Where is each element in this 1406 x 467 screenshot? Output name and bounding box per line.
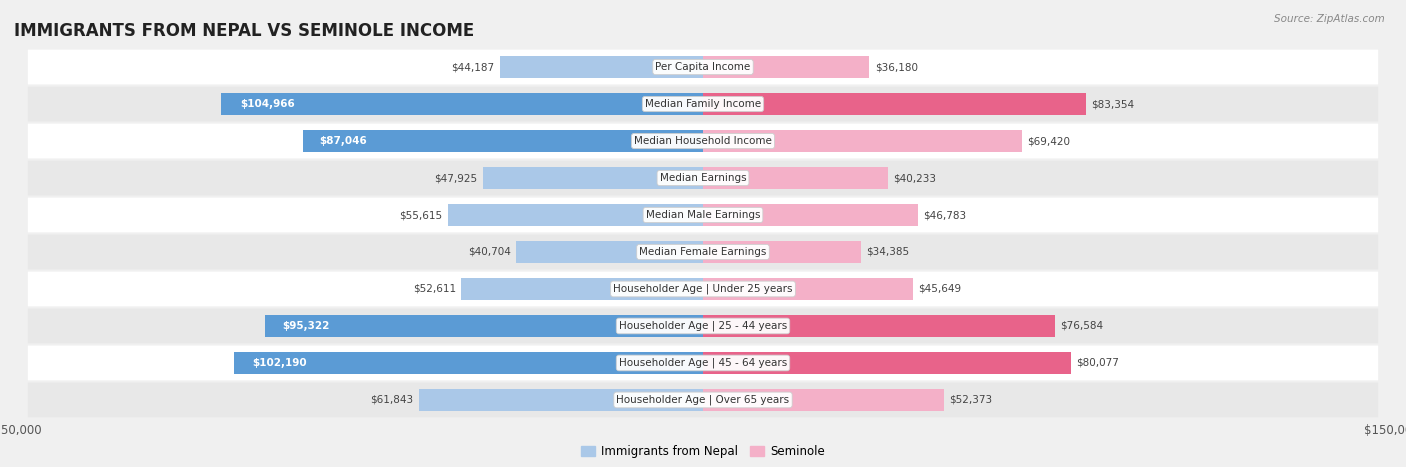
Bar — [703, 241, 860, 263]
Text: $69,420: $69,420 — [1028, 136, 1070, 146]
Text: Per Capita Income: Per Capita Income — [655, 62, 751, 72]
Bar — [703, 204, 918, 226]
FancyBboxPatch shape — [28, 161, 1378, 195]
Bar — [419, 389, 703, 410]
FancyBboxPatch shape — [28, 234, 1378, 269]
Text: $47,925: $47,925 — [434, 173, 478, 183]
Legend: Immigrants from Nepal, Seminole: Immigrants from Nepal, Seminole — [576, 440, 830, 463]
Text: Median Family Income: Median Family Income — [645, 99, 761, 109]
Text: Householder Age | Under 25 years: Householder Age | Under 25 years — [613, 284, 793, 294]
Bar — [233, 352, 703, 374]
Text: Median Household Income: Median Household Income — [634, 136, 772, 146]
Bar — [703, 93, 1085, 115]
Text: $52,611: $52,611 — [413, 284, 456, 294]
Text: $44,187: $44,187 — [451, 62, 495, 72]
Text: $55,615: $55,615 — [399, 210, 441, 220]
Bar — [221, 93, 703, 115]
Bar — [482, 167, 703, 189]
Text: $40,233: $40,233 — [893, 173, 936, 183]
Text: $34,385: $34,385 — [866, 247, 910, 257]
Text: $40,704: $40,704 — [468, 247, 510, 257]
Text: Householder Age | 25 - 44 years: Householder Age | 25 - 44 years — [619, 321, 787, 331]
Bar — [703, 130, 1022, 152]
FancyBboxPatch shape — [28, 87, 1378, 121]
Bar — [703, 352, 1071, 374]
Bar — [703, 315, 1054, 337]
Bar — [703, 167, 887, 189]
FancyBboxPatch shape — [28, 309, 1378, 343]
Text: IMMIGRANTS FROM NEPAL VS SEMINOLE INCOME: IMMIGRANTS FROM NEPAL VS SEMINOLE INCOME — [14, 21, 474, 40]
FancyBboxPatch shape — [28, 346, 1378, 380]
Text: $52,373: $52,373 — [949, 395, 993, 405]
Bar — [461, 278, 703, 300]
Bar — [266, 315, 703, 337]
FancyBboxPatch shape — [28, 50, 1378, 85]
FancyBboxPatch shape — [28, 198, 1378, 233]
Bar — [516, 241, 703, 263]
FancyBboxPatch shape — [28, 124, 1378, 158]
Text: $95,322: $95,322 — [283, 321, 330, 331]
Text: Median Earnings: Median Earnings — [659, 173, 747, 183]
Text: $104,966: $104,966 — [240, 99, 295, 109]
Text: $45,649: $45,649 — [918, 284, 962, 294]
Text: $102,190: $102,190 — [253, 358, 307, 368]
Text: $83,354: $83,354 — [1091, 99, 1135, 109]
FancyBboxPatch shape — [28, 272, 1378, 306]
Bar — [703, 278, 912, 300]
Text: $36,180: $36,180 — [875, 62, 918, 72]
Text: $61,843: $61,843 — [370, 395, 413, 405]
Text: $46,783: $46,783 — [924, 210, 966, 220]
Bar — [501, 57, 703, 78]
Text: $87,046: $87,046 — [319, 136, 367, 146]
FancyBboxPatch shape — [28, 382, 1378, 417]
Bar — [304, 130, 703, 152]
Text: $76,584: $76,584 — [1060, 321, 1104, 331]
Text: Source: ZipAtlas.com: Source: ZipAtlas.com — [1274, 14, 1385, 24]
Bar — [447, 204, 703, 226]
Text: Median Male Earnings: Median Male Earnings — [645, 210, 761, 220]
Text: Householder Age | 45 - 64 years: Householder Age | 45 - 64 years — [619, 358, 787, 368]
Text: Median Female Earnings: Median Female Earnings — [640, 247, 766, 257]
Bar — [703, 57, 869, 78]
Text: $80,077: $80,077 — [1077, 358, 1119, 368]
Bar — [703, 389, 943, 410]
Text: Householder Age | Over 65 years: Householder Age | Over 65 years — [616, 395, 790, 405]
